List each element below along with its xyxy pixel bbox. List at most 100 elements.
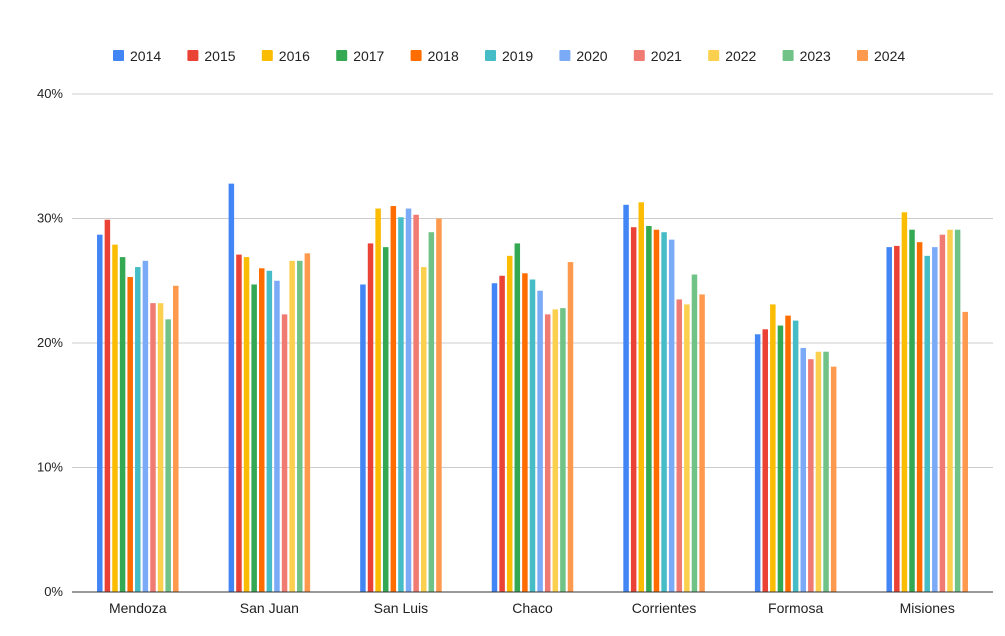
bar-chaco-2019 bbox=[529, 279, 536, 592]
bar-misiones-2019 bbox=[924, 255, 930, 592]
bar-corrientes-2017 bbox=[646, 225, 652, 592]
legend-item-2024[interactable]: 2024 bbox=[857, 48, 905, 64]
legend-label: 2019 bbox=[502, 48, 533, 64]
bar-mendoza-2021 bbox=[150, 303, 156, 592]
bar-san-juan-2015 bbox=[236, 254, 242, 593]
bar-san-luis-2018 bbox=[390, 206, 397, 593]
legend-item-2019[interactable]: 2019 bbox=[485, 48, 533, 64]
bar-san-luis-2024 bbox=[436, 218, 442, 592]
bar-misiones-2018 bbox=[916, 242, 923, 592]
legend-item-2023[interactable]: 2023 bbox=[782, 48, 831, 64]
bar-san-luis-2023 bbox=[428, 232, 435, 592]
bar-corrientes-2019 bbox=[661, 232, 667, 592]
legend-swatch bbox=[782, 50, 794, 61]
bar-mendoza-2023 bbox=[165, 319, 171, 592]
y-tick-label: 20% bbox=[37, 335, 63, 350]
bar-mendoza-2022 bbox=[157, 303, 164, 592]
bar-mendoza-2017 bbox=[119, 257, 126, 592]
legend-item-2016[interactable]: 2016 bbox=[261, 48, 310, 64]
bar-san-luis-2020 bbox=[405, 208, 412, 593]
legend-swatch bbox=[113, 50, 124, 61]
legend-item-2018[interactable]: 2018 bbox=[410, 48, 459, 64]
bar-san-juan-2014 bbox=[228, 183, 235, 592]
bar-formosa-2018 bbox=[785, 315, 791, 592]
legend-swatch bbox=[857, 50, 868, 61]
bar-formosa-2015 bbox=[762, 329, 768, 592]
legend-item-2017[interactable]: 2017 bbox=[336, 48, 385, 64]
bar-san-luis-2021 bbox=[413, 214, 419, 592]
legend: 2014 2015 2016 2017 2018 2019 2020 2021 2022 2023… bbox=[113, 48, 905, 64]
bar-san-luis-2019 bbox=[398, 217, 404, 592]
x-tick-label: Corrientes bbox=[632, 600, 697, 616]
legend-swatch bbox=[708, 50, 720, 61]
bar-formosa-2019 bbox=[792, 320, 799, 592]
bar-mendoza-2015 bbox=[104, 219, 111, 592]
bar-misiones-2016 bbox=[901, 212, 908, 592]
bar-misiones-2021 bbox=[939, 234, 946, 592]
legend-label: 2016 bbox=[279, 48, 310, 64]
legend-swatch bbox=[559, 50, 571, 61]
y-tick-label: 0% bbox=[44, 584, 63, 599]
legend-label: 2022 bbox=[725, 48, 756, 64]
bar-formosa-2022 bbox=[815, 351, 822, 592]
legend-label: 2014 bbox=[130, 48, 161, 64]
bar-san-juan-2018 bbox=[259, 268, 265, 592]
legend-label: 2017 bbox=[353, 48, 384, 64]
x-tick-label: San Luis bbox=[374, 600, 428, 616]
bar-formosa-2021 bbox=[808, 359, 814, 592]
y-tick-label: 40% bbox=[37, 86, 63, 101]
legend-item-2022[interactable]: 2022 bbox=[708, 48, 757, 64]
bar-san-luis-2016 bbox=[375, 208, 381, 593]
x-tick-label: Chaco bbox=[512, 600, 553, 616]
bar-corrientes-2023 bbox=[691, 274, 698, 592]
legend-item-2015[interactable]: 2015 bbox=[187, 48, 236, 64]
bar-misiones-2020 bbox=[932, 247, 938, 592]
bar-chaco-2023 bbox=[560, 308, 566, 592]
bar-corrientes-2014 bbox=[623, 204, 629, 592]
legend-label: 2021 bbox=[651, 48, 682, 64]
legend-item-2021[interactable]: 2021 bbox=[633, 48, 682, 64]
bar-mendoza-2024 bbox=[173, 285, 179, 592]
legend-label: 2018 bbox=[428, 48, 459, 64]
bar-corrientes-2015 bbox=[630, 227, 637, 592]
x-tick-label: Mendoza bbox=[109, 600, 167, 616]
legend-label: 2020 bbox=[576, 48, 607, 64]
x-tick-label: Misiones bbox=[900, 600, 955, 616]
x-tick-label: Formosa bbox=[768, 600, 823, 616]
legend-item-2014[interactable]: 2014 bbox=[113, 48, 161, 64]
bar-corrientes-2016 bbox=[638, 202, 645, 592]
bar-misiones-2023 bbox=[954, 229, 961, 592]
bar-san-juan-2016 bbox=[243, 257, 250, 592]
bar-san-luis-2014 bbox=[360, 284, 366, 592]
bar-san-luis-2017 bbox=[382, 247, 389, 592]
bar-chaco-2018 bbox=[522, 273, 528, 592]
bar-chaco-2014 bbox=[491, 283, 498, 592]
bar-chaco-2021 bbox=[544, 314, 551, 592]
bar-chaco-2020 bbox=[537, 290, 543, 592]
y-tick-label: 10% bbox=[37, 460, 63, 475]
x-tick-label: San Juan bbox=[240, 600, 299, 616]
bar-san-juan-2023 bbox=[297, 260, 303, 592]
bar-san-juan-2017 bbox=[251, 284, 257, 592]
legend-item-2020[interactable]: 2020 bbox=[559, 48, 608, 64]
bar-formosa-2020 bbox=[800, 347, 806, 592]
bar-corrientes-2018 bbox=[653, 229, 660, 592]
x-axis: Mendoza San Juan San Luis Chaco Corrientes Fo… bbox=[72, 591, 993, 616]
bar-san-luis-2022 bbox=[420, 267, 427, 592]
bar-formosa-2024 bbox=[830, 366, 837, 592]
bar-formosa-2023 bbox=[823, 351, 829, 592]
bar-san-juan-2021 bbox=[281, 314, 288, 592]
bar-san-luis-2015 bbox=[367, 243, 374, 592]
bar-misiones-2017 bbox=[909, 229, 915, 592]
bars bbox=[97, 183, 968, 593]
legend-label: 2015 bbox=[204, 48, 235, 64]
bar-chaco-2024 bbox=[567, 262, 574, 592]
bar-misiones-2024 bbox=[962, 311, 968, 592]
legend-swatch bbox=[485, 50, 496, 61]
legend-swatch bbox=[336, 50, 348, 61]
legend-label: 2023 bbox=[800, 48, 831, 64]
bar-corrientes-2024 bbox=[699, 294, 705, 592]
bar-san-juan-2024 bbox=[304, 253, 311, 593]
legend-swatch bbox=[410, 50, 422, 61]
